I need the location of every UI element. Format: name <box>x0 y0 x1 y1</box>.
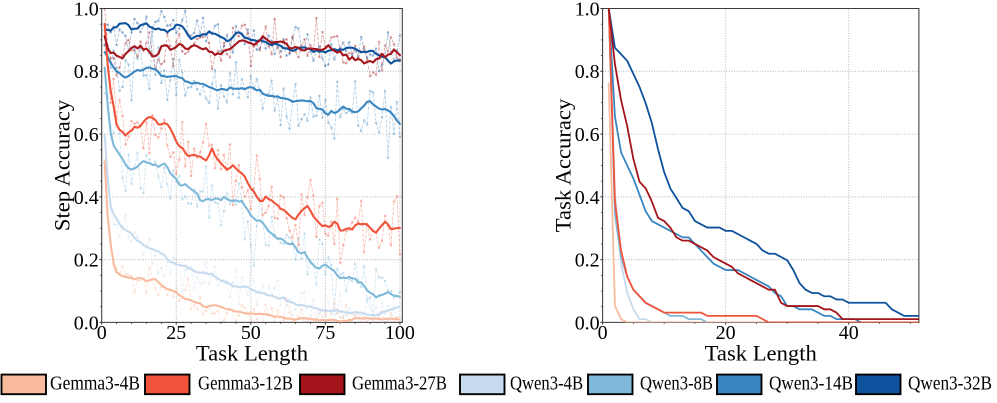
svg-text:0.4: 0.4 <box>575 187 600 209</box>
svg-text:0.8: 0.8 <box>575 61 600 83</box>
svg-text:Qwen3-32B: Qwen3-32B <box>908 372 992 394</box>
svg-text:Qwen3-4B: Qwen3-4B <box>510 372 583 394</box>
svg-text:Gemma3-12B: Gemma3-12B <box>198 372 293 394</box>
svg-text:25: 25 <box>166 322 186 344</box>
svg-text:0.0: 0.0 <box>74 312 99 334</box>
svg-text:Qwen3-8B: Qwen3-8B <box>640 372 713 394</box>
svg-text:0: 0 <box>97 322 107 344</box>
svg-text:0: 0 <box>598 322 608 344</box>
svg-text:Gemma3-4B: Gemma3-4B <box>50 372 140 394</box>
svg-text:100: 100 <box>385 322 415 344</box>
svg-text:0.6: 0.6 <box>575 124 600 146</box>
svg-text:0.8: 0.8 <box>74 61 99 83</box>
svg-text:0.2: 0.2 <box>575 250 600 272</box>
svg-text:Task Accuracy: Task Accuracy <box>550 98 575 232</box>
svg-text:1.0: 1.0 <box>74 0 99 20</box>
svg-text:50: 50 <box>241 322 261 344</box>
svg-text:20: 20 <box>716 322 736 344</box>
svg-text:Gemma3-27B: Gemma3-27B <box>352 372 447 394</box>
svg-text:1.0: 1.0 <box>575 0 600 20</box>
svg-text:0.4: 0.4 <box>74 187 99 209</box>
svg-text:75: 75 <box>315 322 335 344</box>
svg-text:Step Accuracy: Step Accuracy <box>50 99 75 231</box>
svg-text:Qwen3-14B: Qwen3-14B <box>769 372 853 394</box>
svg-text:Task Length: Task Length <box>196 341 309 366</box>
svg-text:40: 40 <box>839 322 859 344</box>
svg-text:0.0: 0.0 <box>575 312 600 334</box>
svg-text:0.6: 0.6 <box>74 124 99 146</box>
svg-text:0.2: 0.2 <box>74 250 99 272</box>
svg-text:Task Length: Task Length <box>705 341 818 366</box>
